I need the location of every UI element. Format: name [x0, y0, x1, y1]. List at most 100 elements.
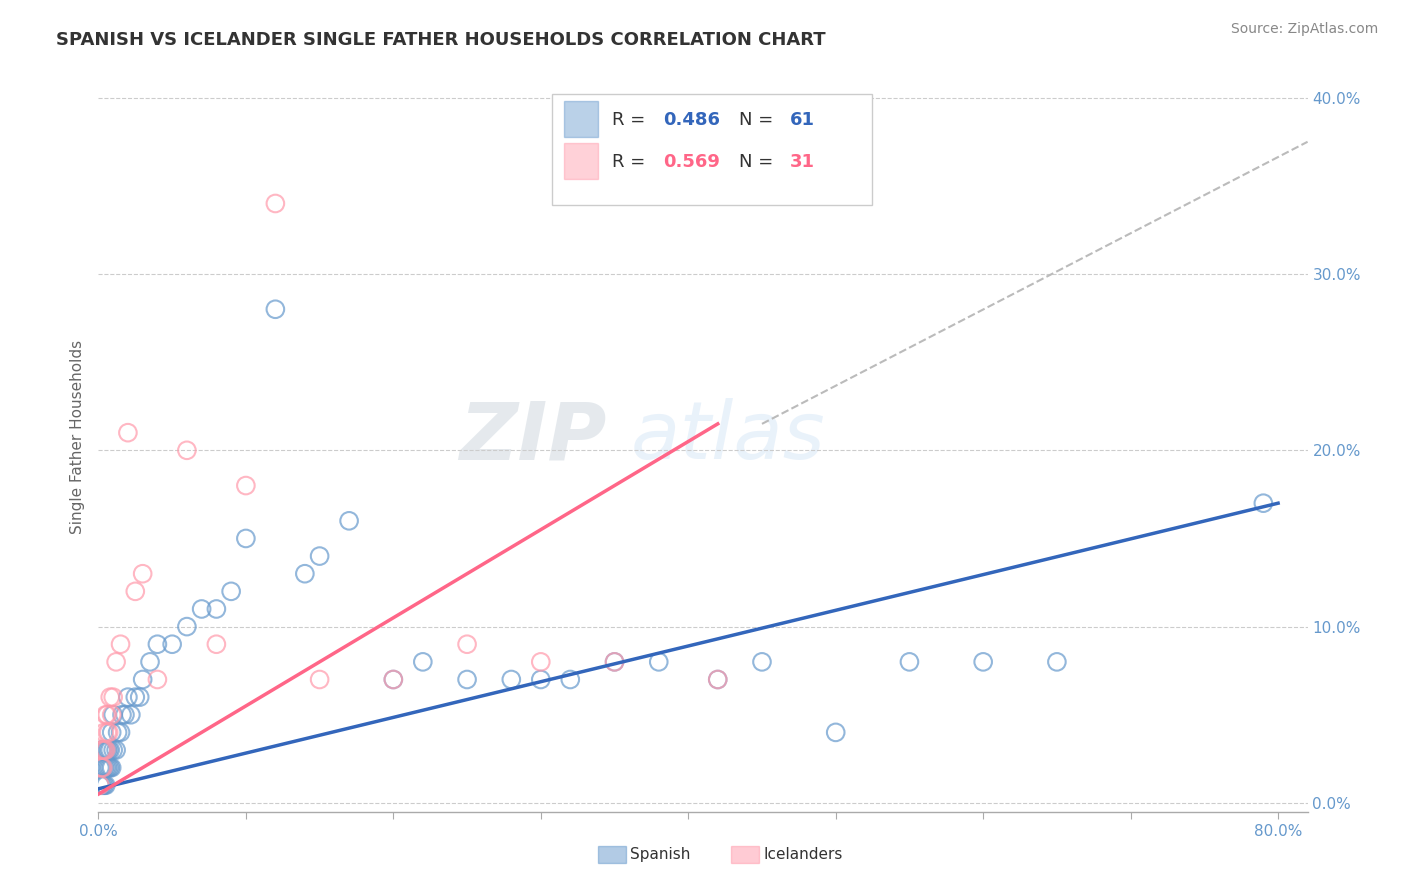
Text: Source: ZipAtlas.com: Source: ZipAtlas.com [1230, 22, 1378, 37]
Point [96, 707, 118, 722]
Text: atlas: atlas [630, 398, 825, 476]
Bar [564, 143, 598, 178]
Point [120, 707, 142, 722]
Text: N =: N = [740, 153, 779, 171]
Point [456, 673, 478, 687]
Point [219, 584, 242, 599]
Point [94, 778, 117, 792]
Point [160, 637, 183, 651]
Point [1253, 496, 1275, 510]
Point [90, 761, 112, 775]
Point [90, 778, 112, 792]
Point [89, 778, 111, 792]
Point [412, 655, 434, 669]
Point [94, 707, 117, 722]
Point [146, 637, 169, 651]
Point [235, 532, 257, 546]
Point [530, 673, 553, 687]
Point [94, 743, 117, 757]
Point [131, 566, 153, 581]
Point [98, 743, 121, 757]
Point [501, 673, 523, 687]
Point [114, 707, 136, 722]
Point [117, 690, 139, 705]
Point [107, 725, 129, 739]
Point [91, 743, 114, 757]
Point [96, 725, 118, 739]
Point [146, 673, 169, 687]
Point [124, 690, 146, 705]
Text: 61: 61 [790, 112, 815, 129]
Point [382, 673, 405, 687]
Text: SPANISH VS ICELANDER SINGLE FATHER HOUSEHOLDS CORRELATION CHART: SPANISH VS ICELANDER SINGLE FATHER HOUSE… [56, 31, 825, 49]
Point [89, 778, 111, 792]
Point [972, 655, 994, 669]
Point [94, 743, 117, 757]
Point [530, 655, 553, 669]
Point [131, 673, 153, 687]
Point [91, 743, 114, 757]
Point [97, 761, 120, 775]
Point [648, 655, 671, 669]
Point [117, 425, 139, 440]
Point [97, 725, 120, 739]
Point [93, 743, 115, 757]
Point [91, 761, 114, 775]
Point [90, 743, 112, 757]
Text: Spanish: Spanish [630, 847, 690, 862]
Point [93, 778, 115, 792]
Point [89, 761, 111, 775]
Point [105, 655, 128, 669]
Point [101, 707, 124, 722]
Point [337, 514, 360, 528]
Point [91, 778, 114, 792]
Point [90, 743, 112, 757]
Point [124, 584, 146, 599]
Point [264, 196, 287, 211]
FancyBboxPatch shape [551, 94, 872, 205]
Text: 31: 31 [790, 153, 815, 171]
Point [110, 637, 132, 651]
Point [98, 761, 121, 775]
Point [100, 761, 122, 775]
Text: 0.486: 0.486 [664, 112, 720, 129]
Point [91, 761, 114, 775]
Point [205, 637, 228, 651]
Point [93, 725, 115, 739]
Point [190, 602, 212, 616]
Point [751, 655, 773, 669]
Text: N =: N = [740, 112, 779, 129]
Point [128, 690, 150, 705]
Point [97, 743, 120, 757]
Point [560, 673, 582, 687]
Point [603, 655, 626, 669]
Point [1046, 655, 1069, 669]
Point [94, 761, 117, 775]
Text: R =: R = [613, 153, 651, 171]
Point [101, 743, 124, 757]
Point [706, 673, 728, 687]
Point [294, 566, 316, 581]
Point [456, 637, 478, 651]
Point [824, 725, 846, 739]
Point [308, 673, 330, 687]
Point [264, 302, 287, 317]
Point [139, 655, 162, 669]
Text: R =: R = [613, 112, 651, 129]
Text: 0.569: 0.569 [664, 153, 720, 171]
Point [93, 743, 115, 757]
Point [100, 707, 122, 722]
Point [176, 619, 198, 633]
Point [111, 707, 134, 722]
Point [235, 478, 257, 492]
Point [105, 743, 128, 757]
Point [176, 443, 198, 458]
Y-axis label: Single Father Households: Single Father Households [69, 340, 84, 534]
Point [898, 655, 921, 669]
Point [96, 761, 118, 775]
Point [110, 725, 132, 739]
Text: Icelanders: Icelanders [763, 847, 842, 862]
Point [90, 761, 112, 775]
Bar [564, 102, 598, 137]
Point [96, 743, 118, 757]
